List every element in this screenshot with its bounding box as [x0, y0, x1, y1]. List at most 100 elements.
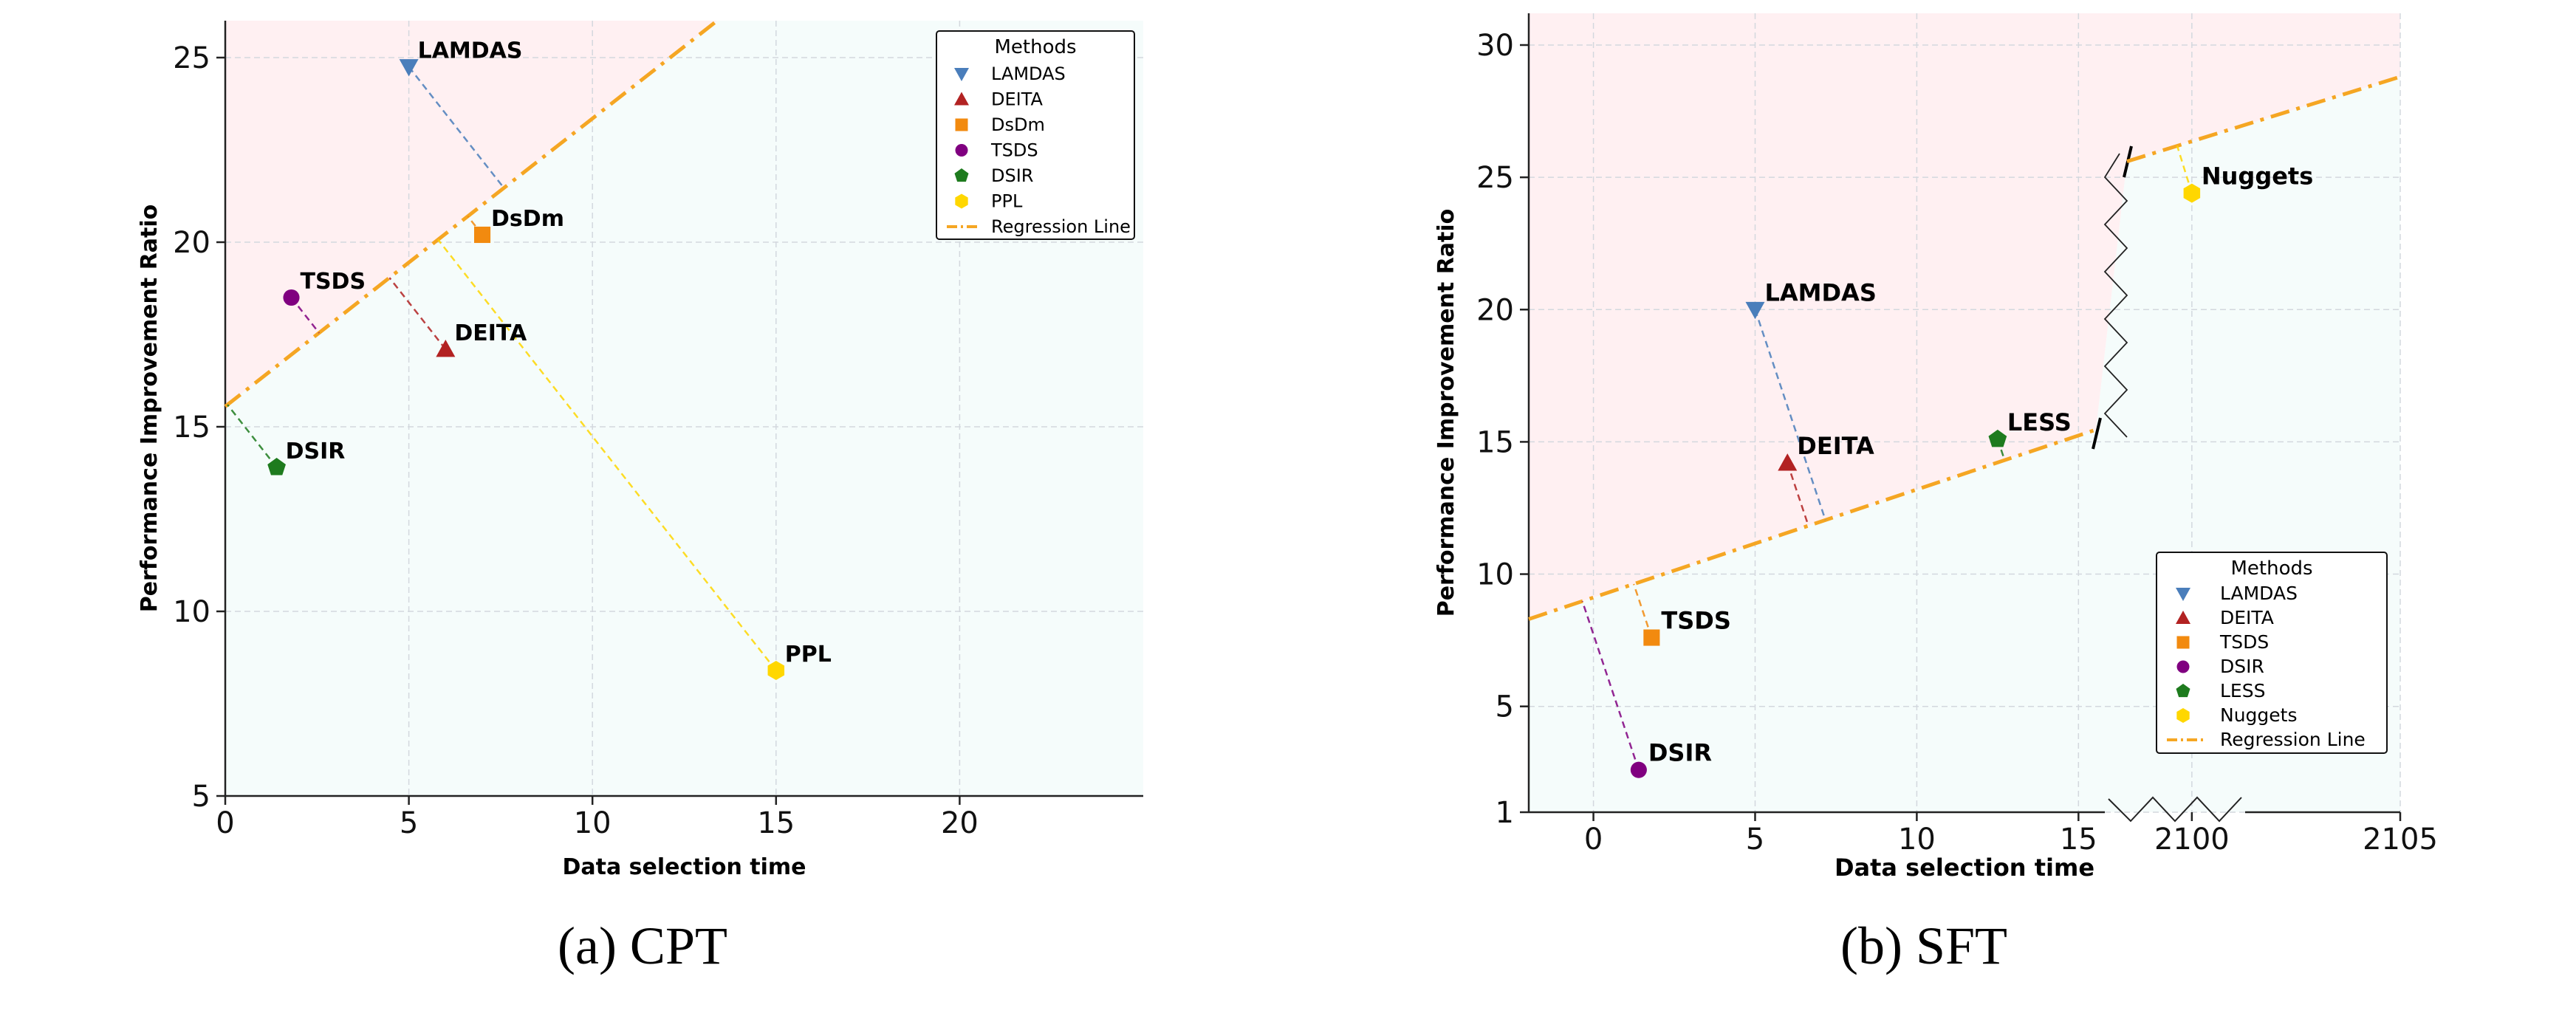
point-label: TSDS [1661, 607, 1730, 635]
legend-entry-label: LESS [2220, 680, 2265, 701]
legend-entry-label: Nuggets [2220, 704, 2298, 726]
legend-entry-label: DSIR [2220, 656, 2264, 677]
x-tick-label: 0 [1584, 823, 1603, 857]
residual-line [437, 238, 777, 671]
legend-box [2156, 552, 2388, 754]
y-tick-label: 25 [173, 41, 210, 75]
legend-entry-label: PPL [991, 191, 1023, 212]
legend-title: Methods [2230, 557, 2312, 580]
point-label: LAMDAS [1764, 278, 1876, 306]
residual-line [227, 404, 278, 468]
point-label: PPL [785, 642, 832, 667]
legend-entry-label: TSDS [990, 140, 1038, 161]
legend-marker-nuggets [2176, 708, 2190, 723]
residual-line [408, 66, 505, 189]
y-tick-label: 30 [1476, 29, 1514, 63]
point-label: TSDS [300, 269, 366, 295]
legend-box [936, 30, 1135, 240]
residual-line [2176, 145, 2193, 193]
residual-line [1581, 600, 1640, 771]
x-axis-label: Data selection time [1835, 854, 2094, 882]
x-axis-label: Data selection time [562, 854, 806, 880]
legend-entry-label: Regression Line [2220, 729, 2366, 750]
legend-marker-dsir [954, 168, 969, 182]
data-point-dsir [267, 458, 286, 476]
point-label: LESS [2007, 408, 2072, 436]
axis-break-zigzag [2108, 796, 2242, 823]
point-label: DEITA [1797, 432, 1874, 460]
legend-title: Methods [994, 36, 1076, 58]
data-point-deita [436, 340, 456, 357]
legend-entry-label: LAMDAS [991, 64, 1066, 84]
legend-marker-deita [954, 92, 969, 106]
data-point-less [1988, 429, 2007, 447]
data-point-deita [1778, 453, 1798, 471]
x-tick-label: 2100 [2154, 823, 2230, 857]
data-point-tsds [283, 289, 300, 306]
y-axis-label: Performance Improvement Ratio [1433, 209, 1459, 617]
legend-entry-label: DEITA [991, 89, 1044, 110]
y-tick-label: 10 [173, 595, 210, 629]
residual-line [1632, 583, 1653, 638]
data-point-nuggets [2183, 183, 2201, 203]
y-tick-label: 20 [1476, 293, 1514, 327]
y-tick-label: 5 [1496, 690, 1514, 724]
regression-line-left [1528, 428, 2097, 621]
legend-marker-ppl [955, 193, 968, 209]
legend-marker-dsdm [955, 118, 968, 131]
regression-line-right [2126, 75, 2401, 164]
x-tick-label: 15 [2060, 823, 2097, 857]
residual-line [388, 277, 447, 350]
y-tick-label: 10 [1476, 558, 1514, 592]
y-tick-label: 20 [173, 226, 210, 260]
residual-line [290, 297, 321, 334]
region-above-regression [1529, 13, 2400, 619]
legend-entry-label: LAMDAS [2220, 583, 2298, 604]
legend-marker-lamdas [2176, 588, 2190, 601]
data-point-tsds [1643, 629, 1660, 646]
x-tick-label: 5 [400, 806, 418, 840]
y-tick-label: 1 [1496, 796, 1514, 830]
y-tick-label: 15 [173, 411, 210, 444]
legend-marker-tsds [2176, 636, 2190, 649]
x-tick-label: 10 [1898, 823, 1936, 857]
legend-marker-dsir [2176, 660, 2190, 673]
caption-cpt: (a) CPT [558, 916, 727, 975]
break-slash-bottom [2092, 417, 2102, 450]
x-tick-label: 20 [941, 806, 979, 840]
x-tick-label: 5 [1746, 823, 1764, 857]
y-tick-label: 5 [192, 780, 210, 814]
legend-marker-deita [2176, 611, 2190, 624]
legend-entry-label: DsDm [991, 114, 1045, 135]
point-label: LAMDAS [418, 38, 523, 64]
point-label: DSIR [286, 439, 346, 464]
legend-marker-tsds [955, 144, 968, 157]
x-tick-label: 0 [216, 806, 234, 840]
legend-entry-label: Regression Line [991, 216, 1131, 237]
point-label: DEITA [454, 320, 527, 346]
legend-marker-lamdas [954, 68, 969, 81]
data-point-ppl [767, 661, 785, 680]
residual-line [1754, 309, 1826, 521]
data-point-lamdas [1745, 301, 1765, 320]
y-tick-label: 15 [1476, 425, 1514, 459]
x-tick-label: 15 [757, 806, 795, 840]
point-label: Nuggets [2202, 162, 2313, 190]
x-tick-label: 2105 [2363, 823, 2438, 857]
data-point-dsir [1630, 761, 1647, 778]
data-point-lamdas [399, 59, 419, 77]
legend-entry-label: TSDS [2219, 631, 2269, 653]
region-below-regression [225, 21, 1143, 796]
legend-marker-less [2176, 684, 2190, 698]
chart-sft: 0 5 10 15 2100 2105151015202530LAMDASDEITATSD… [1433, 13, 2438, 882]
data-point-dsdm [473, 226, 491, 244]
y-tick-label: 25 [1476, 161, 1514, 195]
caption-sft: (b) SFT [1840, 916, 2008, 975]
x-tick-label: 10 [574, 806, 612, 840]
point-label: DsDm [491, 206, 564, 232]
axis-break-vertical-zigzag [2103, 153, 2128, 438]
point-label: DSIR [1648, 739, 1712, 767]
legend-entry-label: DSIR [991, 165, 1033, 186]
